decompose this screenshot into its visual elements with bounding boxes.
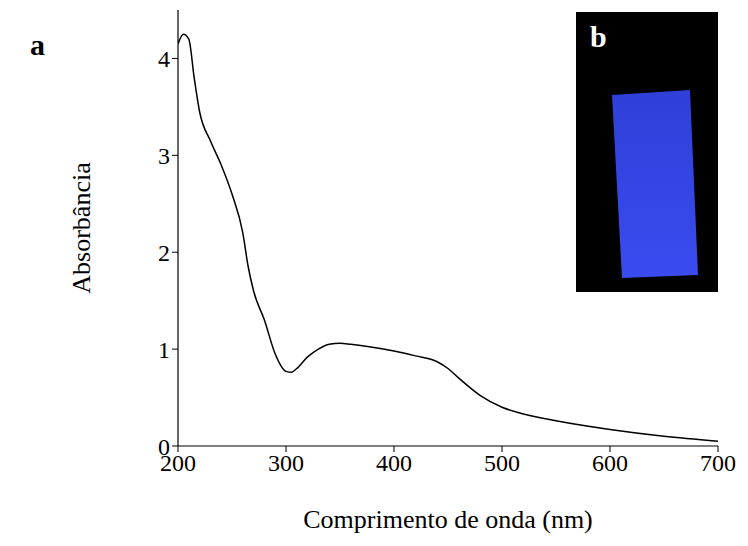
svg-text:2: 2 (158, 240, 170, 266)
svg-text:1: 1 (158, 337, 170, 363)
svg-text:600: 600 (592, 450, 628, 476)
svg-text:300: 300 (268, 450, 304, 476)
svg-text:Absorbância: Absorbância (67, 162, 96, 294)
svg-text:a: a (30, 28, 45, 61)
svg-text:500: 500 (484, 450, 520, 476)
svg-text:200: 200 (160, 450, 196, 476)
svg-text:700: 700 (700, 450, 736, 476)
svg-text:3: 3 (158, 143, 170, 169)
svg-text:400: 400 (376, 450, 412, 476)
svg-text:b: b (590, 20, 607, 53)
svg-text:0: 0 (158, 434, 170, 460)
svg-text:4: 4 (158, 46, 170, 72)
svg-text:Comprimento de onda (nm): Comprimento de onda (nm) (303, 505, 593, 534)
